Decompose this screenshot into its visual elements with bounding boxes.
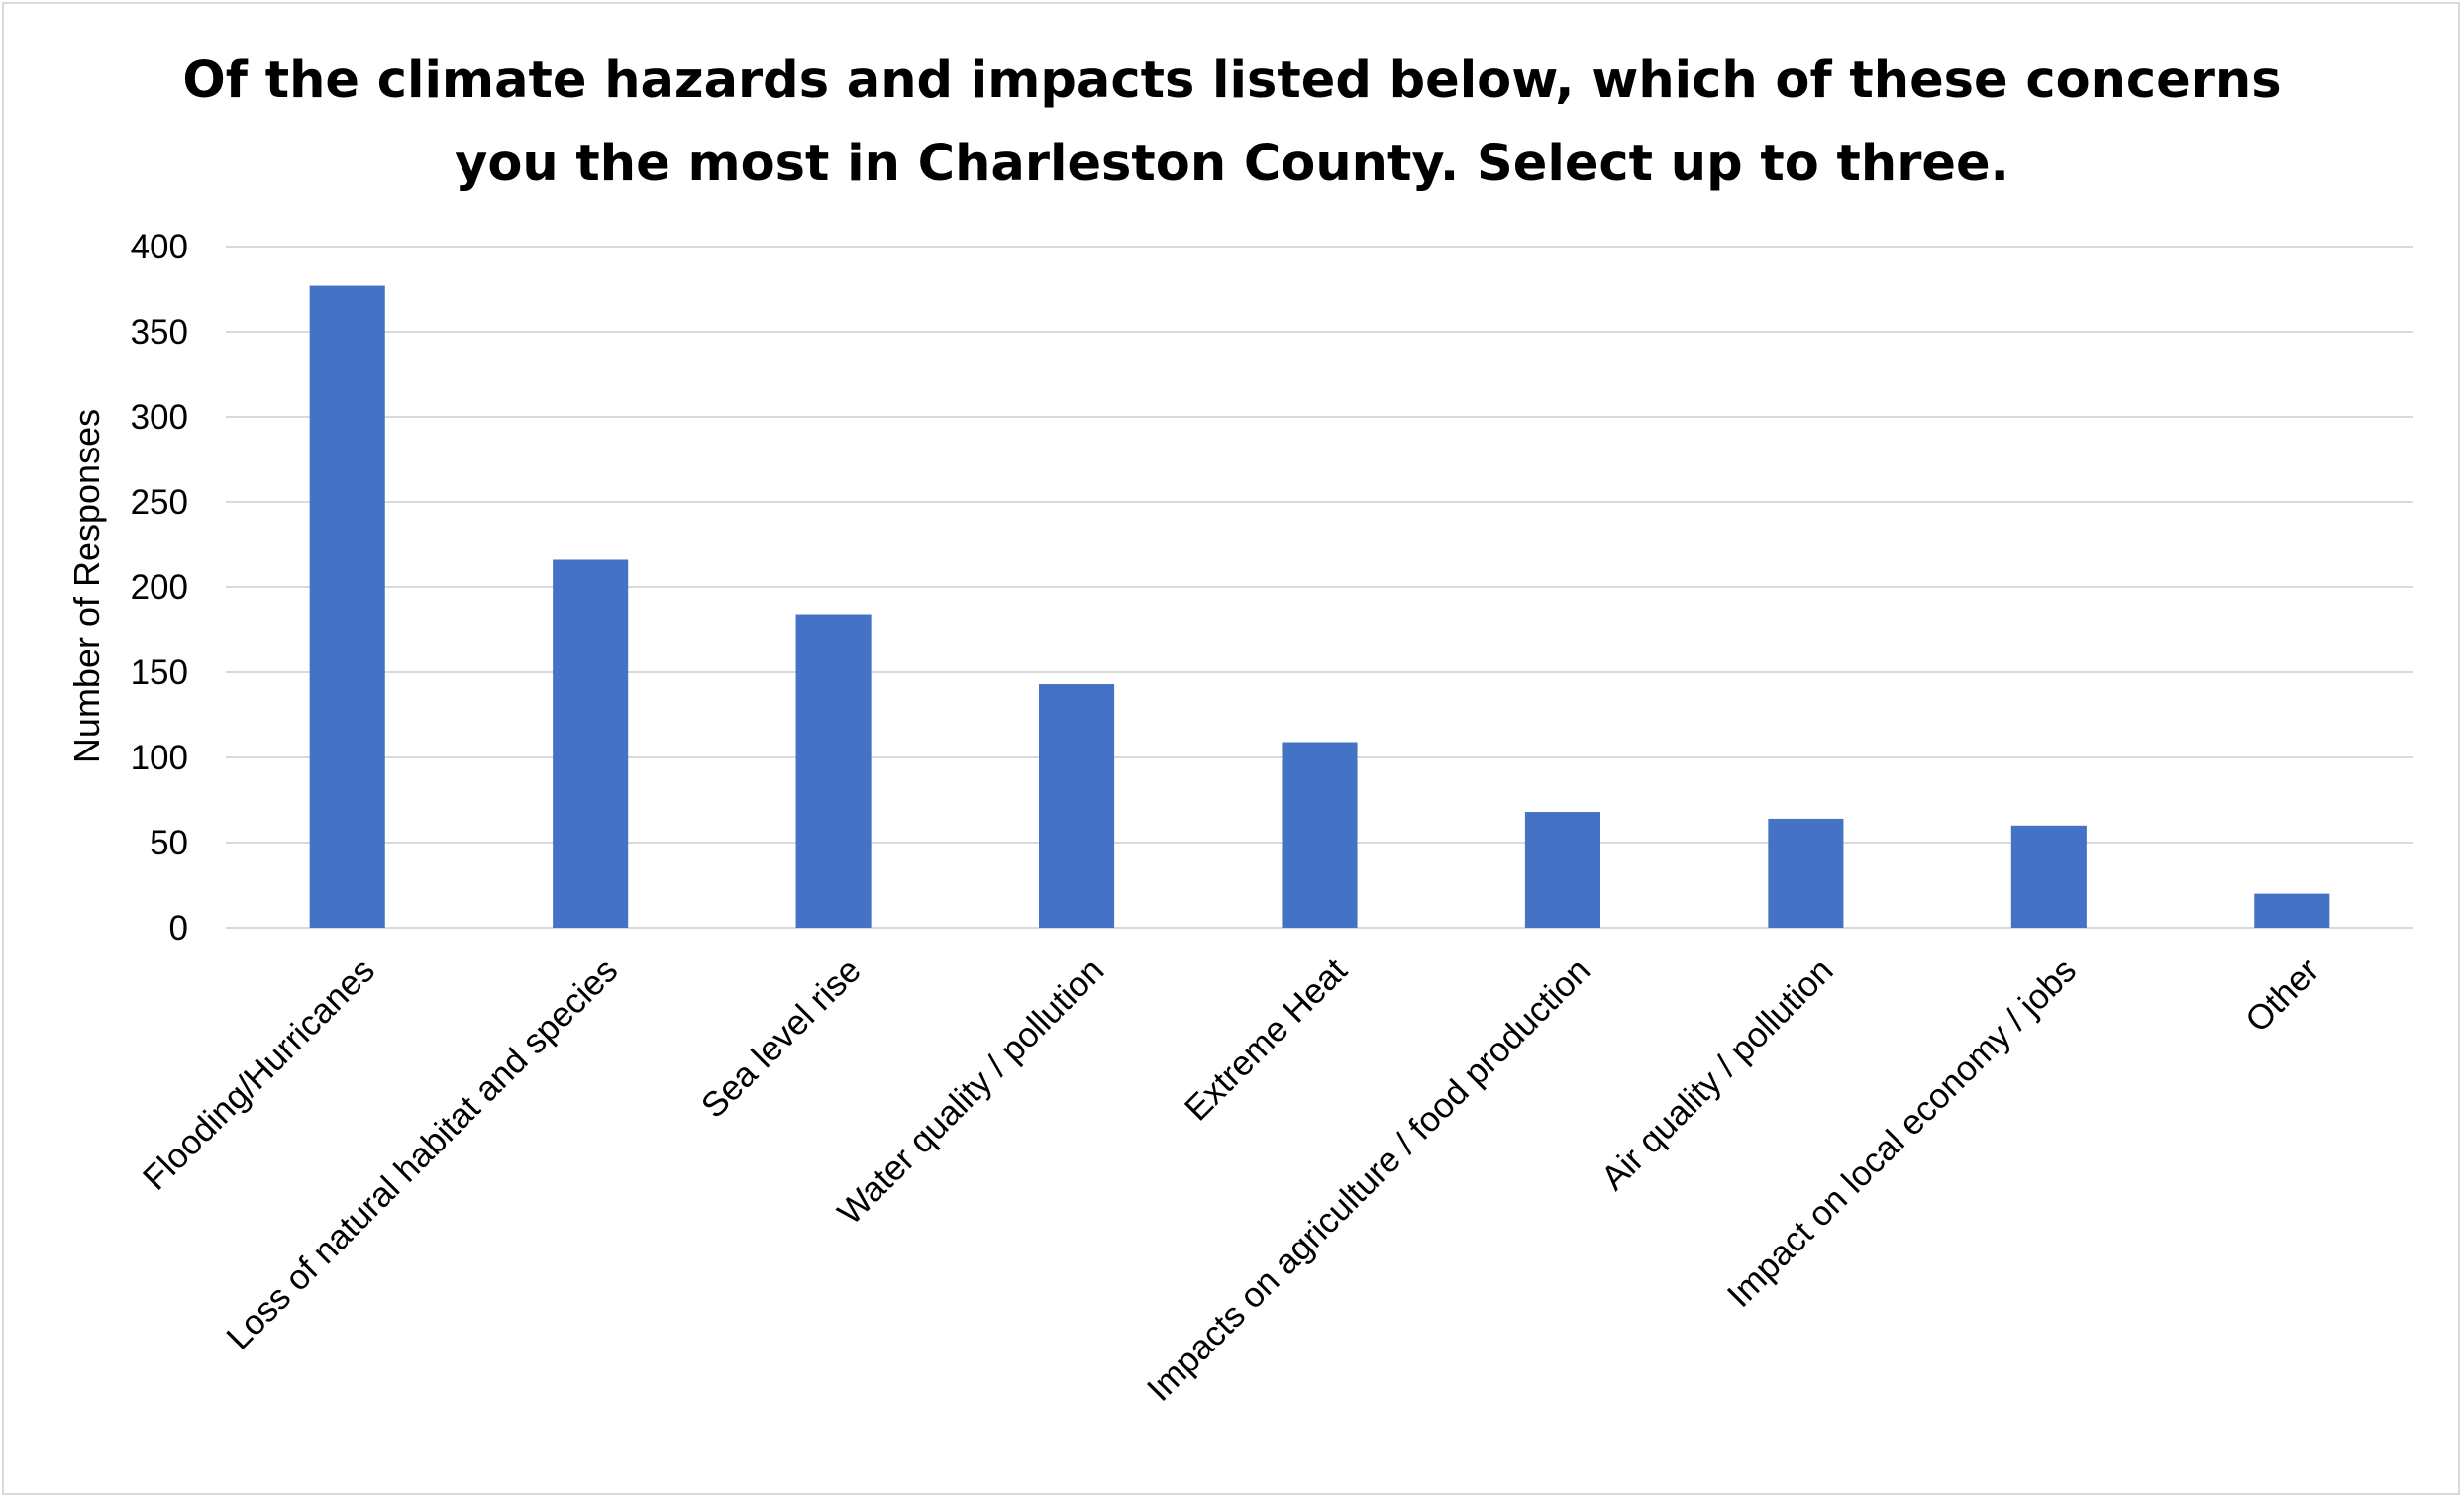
y-tick-label: 100	[131, 739, 188, 777]
x-tick-label: Water quality / pollution	[830, 951, 1111, 1233]
y-tick-label: 250	[131, 483, 188, 522]
bar	[2010, 825, 2087, 928]
y-tick-label: 150	[131, 653, 188, 692]
bar	[2254, 893, 2330, 928]
bars	[309, 285, 2330, 928]
y-tick-label: 200	[131, 568, 188, 607]
bar	[1524, 812, 1600, 928]
chart-title-line-1: Of the climate hazards and impacts liste…	[182, 51, 2282, 110]
x-tick-label: Other	[2238, 950, 2327, 1040]
chart-title: Of the climate hazards and impacts liste…	[0, 40, 2464, 206]
y-tick-label: 400	[131, 228, 188, 266]
y-axis-ticks: 0 50 100 150 200 250 300 350 400	[131, 228, 188, 948]
y-tick-label: 0	[169, 909, 188, 948]
x-tick-label: Impacts on agriculture / food production	[1140, 951, 1597, 1409]
y-tick-label: 350	[131, 313, 188, 351]
x-tick-label: Flooding/Hurricanes	[136, 951, 382, 1198]
bar	[1768, 818, 1844, 928]
y-axis-title: Number of Responses	[66, 409, 107, 763]
y-tick-label: 300	[131, 398, 188, 437]
x-tick-label: Loss of natural habitat and species	[219, 951, 625, 1357]
x-tick-label: Sea level rise	[694, 951, 869, 1126]
y-tick-label: 50	[150, 824, 188, 862]
bar	[1282, 742, 1358, 928]
bar	[1039, 684, 1115, 928]
bar	[553, 559, 629, 928]
bar	[309, 285, 385, 928]
x-tick-label: Air quality / pollution	[1594, 951, 1841, 1198]
bar	[795, 614, 872, 928]
chart-title-line-2: you the most in Charleston County. Selec…	[455, 135, 2009, 193]
x-tick-label: Extreme Heat	[1178, 950, 1355, 1128]
